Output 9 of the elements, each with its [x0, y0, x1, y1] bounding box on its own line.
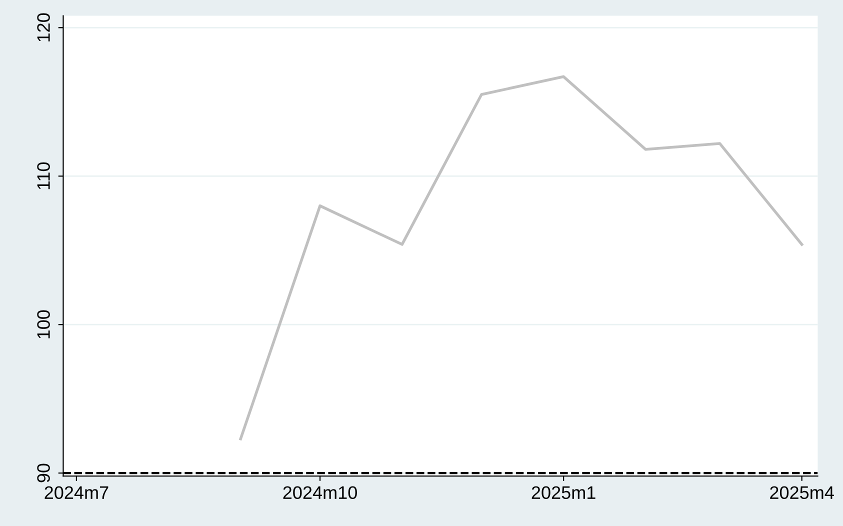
y-tick-label: 100 — [37, 310, 50, 338]
x-tick-label: 2025m1 — [532, 486, 596, 500]
x-tick-label: 2025m4 — [770, 486, 834, 500]
x-tick-label: 2024m10 — [283, 486, 357, 500]
x-tick-label: 2024m7 — [44, 486, 108, 500]
y-tick-label: 90 — [37, 464, 50, 482]
y-tick-label: 120 — [37, 13, 50, 42]
y-tick-label: 110 — [37, 162, 50, 190]
line-series — [239, 75, 804, 440]
